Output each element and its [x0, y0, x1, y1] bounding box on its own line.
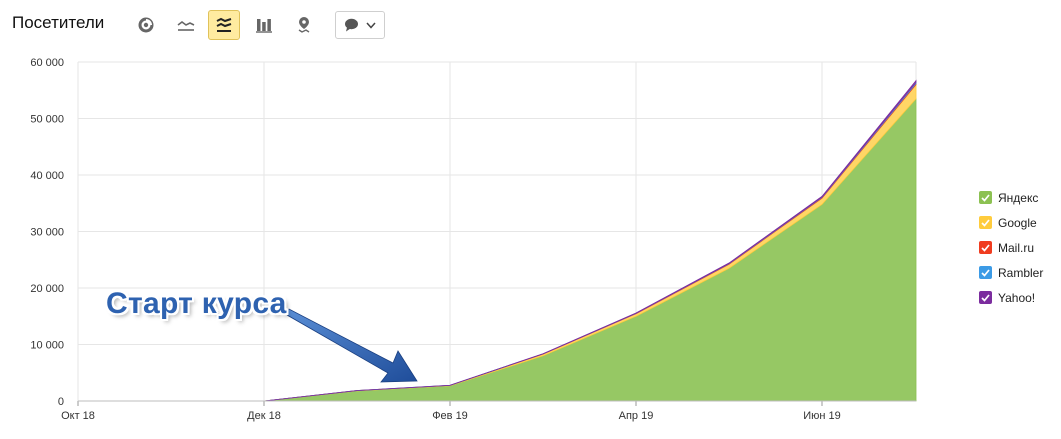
annotation-arrow: [282, 308, 418, 383]
report-header: Посетители: [0, 0, 1061, 50]
check-icon: [981, 243, 990, 252]
chart-legend: Яндекс Google Mail.ru Rambler Yahoo!: [979, 185, 1043, 310]
check-icon: [981, 268, 990, 277]
legend-item[interactable]: Yahoo!: [979, 285, 1043, 310]
x-tick-label: Окт 18: [61, 410, 95, 422]
legend-item[interactable]: Яндекс: [979, 185, 1043, 210]
x-tick-label: Фев 19: [432, 410, 468, 422]
page-title: Посетители: [12, 13, 105, 32]
annotation-label: Старт курса: [106, 287, 287, 320]
y-tick-label: 50 000: [30, 114, 64, 126]
legend-label: Mail.ru: [998, 240, 1035, 255]
legend-item[interactable]: Mail.ru: [979, 235, 1043, 260]
x-tick-label: Дек 18: [247, 410, 281, 422]
map-button[interactable]: [288, 10, 320, 40]
bar-chart-button[interactable]: [248, 10, 280, 40]
check-icon: [981, 293, 990, 302]
y-tick-label: 30 000: [30, 227, 64, 239]
legend-item[interactable]: Google: [979, 210, 1043, 235]
check-icon: [981, 218, 990, 227]
y-tick-label: 60 000: [30, 57, 64, 69]
chart-areas: [263, 79, 917, 402]
map-pin-icon: [298, 17, 310, 33]
line-chart-icon: [177, 21, 195, 31]
pie-chart-icon: [138, 17, 154, 33]
bar-chart-icon: [256, 19, 272, 33]
legend-label: Яндекс: [998, 190, 1039, 205]
stacked-area-icon: [216, 17, 232, 32]
check-icon: [981, 193, 990, 202]
annotation-arrow-shape: [282, 308, 418, 383]
chevron-down-icon: [366, 22, 376, 29]
legend-checkbox[interactable]: [979, 241, 992, 254]
area-series-yahoo[interactable]: [263, 79, 917, 402]
stacked-area-button[interactable]: [208, 10, 240, 40]
legend-label: Yahoo!: [998, 290, 1036, 305]
legend-label: Google: [998, 215, 1037, 230]
y-tick-label: 40 000: [30, 170, 64, 182]
y-tick-label: 0: [58, 396, 64, 408]
y-tick-label: 20 000: [30, 283, 64, 295]
line-chart-button[interactable]: [170, 10, 202, 40]
y-tick-label: 10 000: [30, 340, 64, 352]
annotations-dropdown[interactable]: [335, 11, 385, 39]
legend-item[interactable]: Rambler: [979, 260, 1043, 285]
legend-checkbox[interactable]: [979, 291, 992, 304]
comment-icon: [345, 18, 358, 32]
pie-chart-button[interactable]: [130, 10, 162, 40]
x-tick-label: Июн 19: [803, 410, 841, 422]
legend-label: Rambler: [998, 265, 1044, 280]
legend-checkbox[interactable]: [979, 216, 992, 229]
chart-axes: 0 10 000 20 000 30 000 40 000 50 000 60 000 Окт…: [30, 57, 916, 422]
x-tick-label: Апр 19: [619, 410, 654, 422]
legend-checkbox[interactable]: [979, 266, 992, 279]
legend-checkbox[interactable]: [979, 191, 992, 204]
